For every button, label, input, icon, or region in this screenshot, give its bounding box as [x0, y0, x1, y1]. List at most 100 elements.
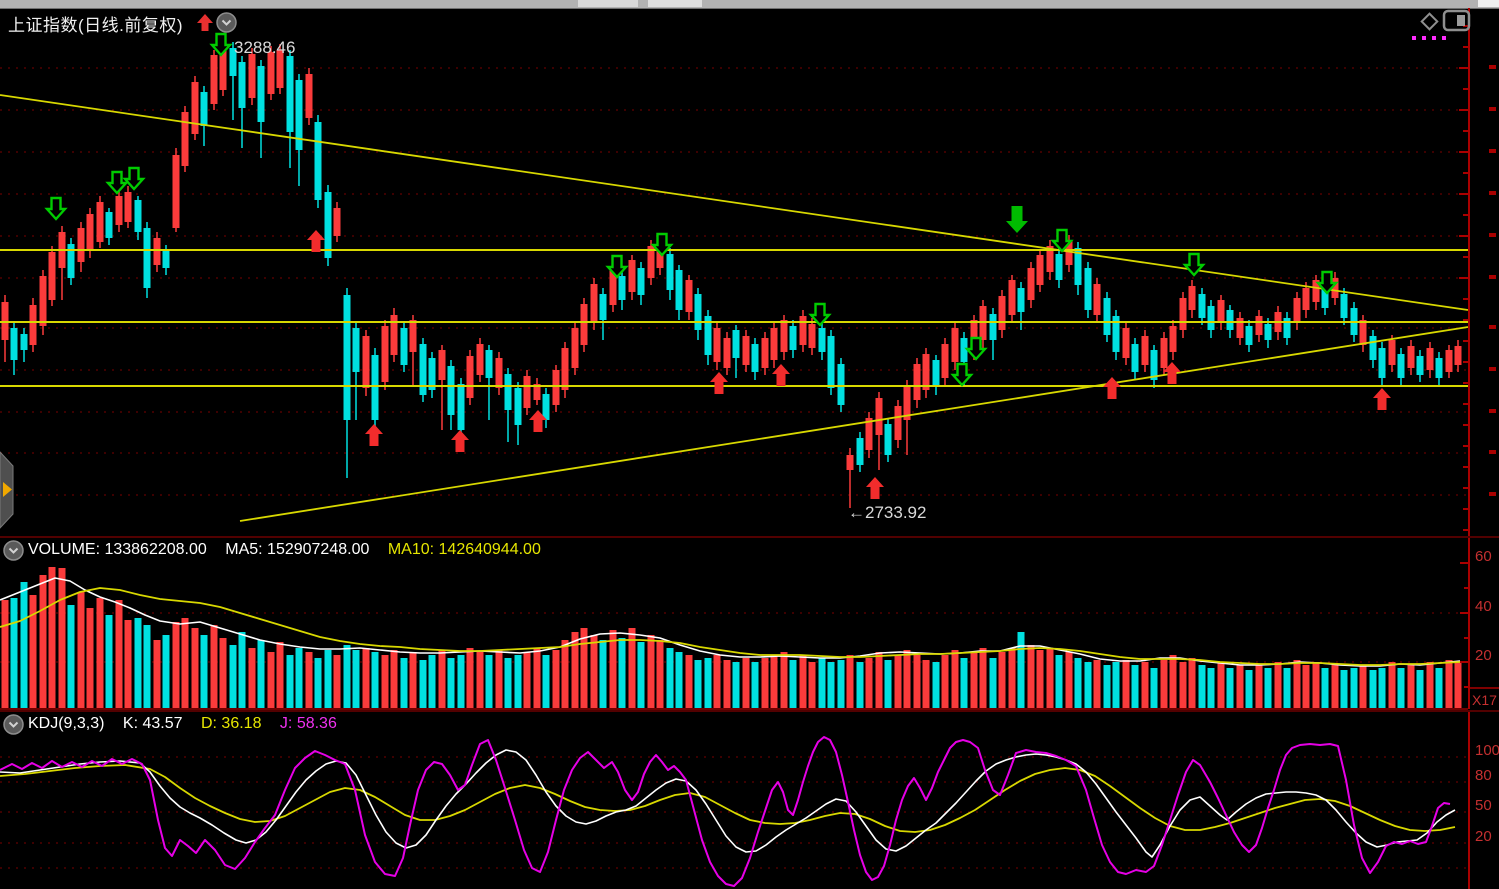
volume-bar	[504, 658, 512, 708]
volume-bar	[1302, 665, 1310, 708]
toolbar-tab-segment[interactable]	[578, 0, 638, 7]
volume-bar	[694, 660, 702, 708]
sidebar-expand-handle[interactable]	[0, 450, 16, 530]
candle-body	[808, 324, 816, 348]
volume-bar	[58, 568, 66, 708]
collapse-kdj-panel-icon[interactable]	[3, 714, 24, 735]
candle-body	[951, 328, 959, 362]
sell-signal-arrow	[105, 170, 129, 195]
kdj-d-value: D: 36.18	[200, 715, 262, 732]
buy-signal-arrow	[866, 477, 884, 499]
candle-body	[704, 316, 712, 355]
candle-body	[162, 250, 170, 268]
volume-bar	[1331, 665, 1339, 708]
volume-bar	[856, 662, 864, 708]
candle-body	[1141, 336, 1149, 365]
volume-bar	[685, 655, 693, 708]
volume-bar	[485, 655, 493, 708]
magenta-dot	[1432, 36, 1436, 40]
candle-body	[846, 455, 854, 470]
volume-bar	[732, 662, 740, 708]
candle-body	[1112, 316, 1120, 352]
volume-bar	[514, 655, 522, 708]
candle-body	[1454, 346, 1462, 365]
candle-body	[276, 50, 284, 88]
candle-body	[400, 328, 408, 365]
top-toolbar-strip	[0, 0, 1499, 9]
buy-signal-arrow	[307, 230, 325, 252]
volume-bar	[1274, 662, 1282, 708]
kdj-k-value: K: 43.57	[122, 715, 183, 732]
sell-signal-arrow	[964, 336, 988, 361]
candle-body	[267, 52, 275, 94]
volume-bar	[1388, 662, 1396, 708]
volume-bar	[1312, 662, 1320, 708]
volume-bar	[181, 618, 189, 708]
diamond-tool-icon[interactable]	[1416, 8, 1443, 35]
candle-body	[894, 406, 902, 440]
candle-body	[856, 438, 864, 465]
volume-bar	[219, 638, 227, 708]
candle-body	[1445, 350, 1453, 372]
sell-signal-arrow	[122, 166, 146, 191]
volume-bar	[552, 650, 560, 708]
volume-bar	[723, 660, 731, 708]
candle-body	[666, 254, 674, 290]
volume-bar	[571, 632, 579, 708]
candle-body	[609, 270, 617, 305]
volume-bar	[1321, 668, 1329, 708]
candle-body	[86, 214, 94, 250]
volume-bar	[343, 645, 351, 708]
candle-body	[1217, 300, 1225, 322]
clipped-axis-label-stub	[1489, 233, 1496, 237]
candle-body	[438, 350, 446, 380]
candle-body	[1331, 278, 1339, 298]
volume-bar	[884, 660, 892, 708]
candle-body	[1283, 318, 1291, 338]
candle-body	[922, 354, 930, 390]
volume-bar	[1397, 668, 1405, 708]
volume-bar	[286, 655, 294, 708]
kdj-k-line	[0, 749, 1456, 858]
collapse-main-chart-icon[interactable]	[216, 12, 237, 33]
kdj-axis-label: 50	[1475, 797, 1492, 814]
volume-bar	[1027, 645, 1035, 708]
sell-signal-arrow	[950, 362, 974, 387]
volume-bar	[827, 662, 835, 708]
candle-body	[1407, 346, 1415, 368]
candle-body	[1388, 340, 1396, 365]
volume-bar	[124, 620, 132, 708]
kdj-axis-label: 100	[1475, 742, 1499, 759]
candle-body	[1207, 306, 1215, 330]
volume-bar	[20, 582, 28, 708]
buy-signal-arrow	[1103, 377, 1121, 399]
toolbar-tab-segment[interactable]	[648, 0, 702, 7]
volume-bar	[1179, 662, 1187, 708]
volume-bar	[229, 645, 237, 708]
volume-bar	[48, 567, 56, 708]
volume-bar	[29, 595, 37, 708]
volume-bar	[1046, 648, 1054, 708]
volume-bar	[875, 652, 883, 708]
volume-bar	[476, 652, 484, 708]
candle-body	[191, 82, 199, 134]
low-price-annotation: ←2733.92	[848, 503, 927, 522]
sell-signal-arrow	[605, 254, 629, 279]
candle-body	[352, 328, 360, 372]
volume-bar	[970, 652, 978, 708]
candle-body	[314, 122, 322, 200]
candle-body	[504, 374, 512, 410]
volume-bar	[609, 630, 617, 708]
volume-ma10-line	[0, 587, 1461, 666]
collapse-volume-panel-icon[interactable]	[3, 540, 24, 561]
candle-body	[941, 344, 949, 378]
split-pane-icon[interactable]	[1442, 9, 1472, 33]
volume-bar	[210, 625, 218, 708]
volume-bar	[1131, 665, 1139, 708]
candle-body	[751, 344, 759, 372]
sell-signal-arrow	[1182, 252, 1206, 277]
candle-body	[457, 384, 465, 430]
volume-bar	[409, 652, 417, 708]
volume-bar	[77, 592, 85, 708]
